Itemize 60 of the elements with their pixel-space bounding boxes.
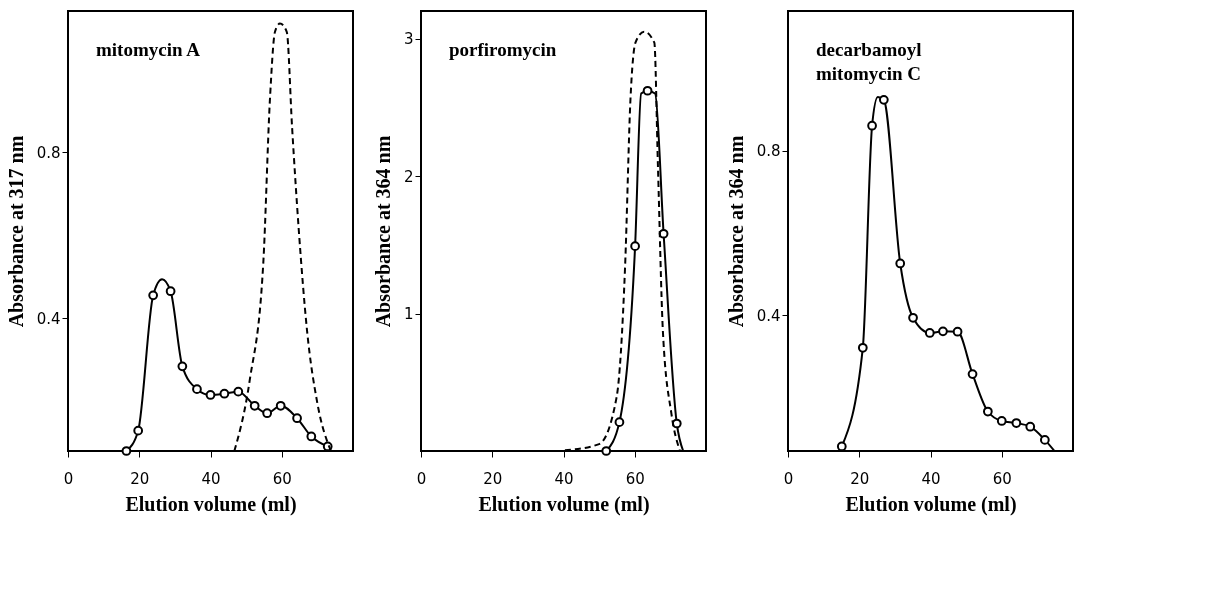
point xyxy=(133,425,144,436)
annotation: porfiromycin xyxy=(449,39,557,60)
point xyxy=(219,388,230,399)
y-axis-title: Absorbance at 364 nm xyxy=(724,135,747,328)
point xyxy=(630,241,640,251)
y-axis-title: Absorbance at 317 nm xyxy=(4,135,27,328)
x-axis-title: Elution volume (ml) xyxy=(845,492,1017,516)
x-tick-label: 0 xyxy=(63,469,74,488)
x-tick-label: 40 xyxy=(921,469,941,488)
point xyxy=(1039,435,1050,445)
y-tick-label: 0.4 xyxy=(36,309,61,328)
point xyxy=(233,386,244,397)
annotation: decarbamoyl mitomycin C xyxy=(816,39,922,84)
point xyxy=(249,400,260,411)
point xyxy=(306,431,317,442)
y-tick-label: 3 xyxy=(403,30,414,48)
point xyxy=(938,326,948,337)
x-tick-label: 40 xyxy=(554,469,574,488)
point xyxy=(148,290,159,301)
y-tick-label: 0.8 xyxy=(756,142,781,161)
point xyxy=(121,446,132,456)
x-tick-label: 60 xyxy=(992,469,1012,488)
x-tick-label: 0 xyxy=(416,469,427,488)
point xyxy=(895,258,906,269)
point xyxy=(996,416,1007,426)
x-tick-label: 60 xyxy=(272,469,292,488)
point xyxy=(177,361,188,372)
x-tick-label: 20 xyxy=(483,469,503,488)
point xyxy=(205,390,216,400)
x-tick-label: 20 xyxy=(130,469,150,488)
point xyxy=(867,120,877,131)
y-tick-label: 2 xyxy=(403,167,414,186)
point xyxy=(165,286,176,297)
point xyxy=(614,417,625,427)
point xyxy=(878,94,889,105)
point xyxy=(262,408,273,419)
point xyxy=(292,413,302,424)
y-tick-label: 1 xyxy=(403,305,414,323)
y-axis-title: Absorbance at 364 nm xyxy=(371,135,394,328)
point xyxy=(601,446,612,456)
x-axis-title: Elution volume (ml) xyxy=(125,492,297,516)
point xyxy=(908,312,918,323)
y-tick-label: 0.4 xyxy=(756,306,781,325)
y-tick-label: 0.8 xyxy=(36,143,61,162)
point xyxy=(924,328,935,338)
point xyxy=(275,400,286,411)
point xyxy=(982,406,993,417)
point xyxy=(967,369,978,379)
point xyxy=(1025,421,1036,432)
x-tick-label: 0 xyxy=(783,469,794,488)
point xyxy=(192,384,202,395)
point xyxy=(952,326,963,337)
point xyxy=(1011,418,1022,428)
point xyxy=(857,342,868,353)
x-axis-title: Elution volume (ml) xyxy=(478,492,650,516)
annotation: mitomycin A xyxy=(96,39,201,60)
x-tick-label: 60 xyxy=(625,469,645,488)
x-tick-label: 20 xyxy=(850,469,870,488)
point xyxy=(642,85,653,96)
x-tick-label: 40 xyxy=(201,469,221,488)
